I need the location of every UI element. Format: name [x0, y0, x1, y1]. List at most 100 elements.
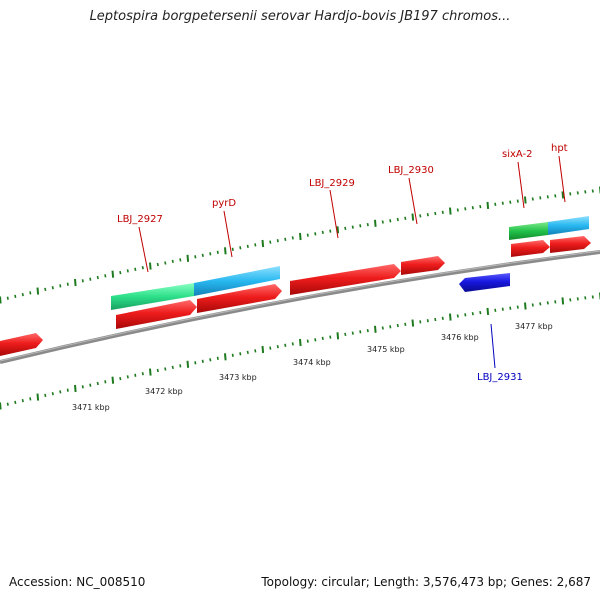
outer-scale-tick [126, 269, 129, 273]
outer-scale-tick [209, 252, 212, 256]
gene-arrow-hpt [550, 236, 591, 253]
inner-scale-tick [246, 350, 249, 355]
outer-scale-tick [141, 266, 144, 270]
gene-label-LBJ_2927: LBJ_2927 [117, 214, 163, 225]
inner-scale-tick [89, 383, 92, 387]
scale-label-3476: 3476 kbp [441, 333, 479, 342]
gene-label-LBJ_2930: LBJ_2930 [388, 165, 434, 176]
inner-scale-tick [516, 305, 519, 309]
inner-scale-tick [119, 376, 122, 381]
inner-scale-tick [359, 330, 362, 334]
outer-scale-tick [516, 199, 519, 203]
outer-scale-tick [344, 226, 347, 231]
inner-scale-tick [104, 380, 107, 384]
inner-scale-tick [591, 295, 594, 299]
outer-scale-tick [584, 190, 587, 194]
scale-label-3473: 3473 kbp [219, 373, 257, 382]
scale-label-3477: 3477 kbp [515, 322, 553, 331]
outer-scale-tick [59, 284, 62, 288]
outer-scale-tick [14, 294, 17, 299]
inner-scale-tick [471, 312, 474, 316]
outer-scale-tick [419, 214, 422, 218]
gene-arrow-LBJ_2931 [459, 273, 510, 292]
inner-scale-tick [329, 335, 332, 339]
gene-arrow-LBJ_2930 [401, 256, 445, 275]
inner-scale-tick [584, 296, 587, 300]
scale-label-3471: 3471 kbp [72, 403, 110, 412]
outer-scale-tick [366, 222, 369, 227]
inner-scale-tick [134, 373, 137, 377]
outer-scale-tick [381, 220, 384, 224]
genome-summary-text: Topology: circular; Length: 3,576,473 bp… [261, 575, 591, 589]
inner-scale-tick [66, 388, 69, 392]
inner-scale-tick [276, 345, 279, 349]
inner-scale-tick [149, 368, 152, 376]
inner-scale-tick [74, 384, 77, 393]
outer-scale-tick [291, 236, 294, 240]
inner-scale-tick [291, 342, 294, 346]
outer-scale-tick [501, 201, 504, 205]
inner-scale-tick [389, 325, 392, 329]
leader-LBJ_2931 [490, 323, 496, 369]
outer-scale-tick [561, 191, 565, 199]
gene-arrow-LBJ_2927 [116, 300, 197, 329]
inner-scale-tick [59, 390, 62, 394]
outer-scale-tick [464, 207, 467, 211]
outer-scale-tick [194, 255, 197, 259]
forward-genes [0, 236, 591, 356]
inner-scale-tick [36, 393, 40, 401]
inner-scale-tick [554, 300, 557, 304]
inner-scale-tick [21, 398, 24, 403]
inner-scale-tick [351, 331, 354, 335]
inner-scale-tick [321, 336, 324, 341]
outer-scale-tick [171, 259, 174, 264]
inner-scale-tick [494, 308, 497, 312]
inner-scale-tick [434, 317, 437, 322]
outer-scale-tick [74, 278, 77, 287]
gene-label-LBJ_2931: LBJ_2931 [477, 372, 523, 383]
scale-label-3474: 3474 kbp [293, 358, 331, 367]
leader-LBJ_2929 [329, 189, 339, 239]
inner-scale-tick [111, 376, 115, 384]
outer-scale-tick [299, 232, 302, 241]
leader-sixA-2 [517, 161, 525, 209]
inner-scale-tick [464, 313, 467, 317]
outer-scale-tick [149, 262, 152, 270]
gene-labels: LBJ_2927 pyrD LBJ_2929 LBJ_2930 sixA-2 h… [117, 143, 568, 383]
outer-scale-tick [569, 192, 572, 196]
outer-scale-tick [591, 189, 594, 193]
inner-scale-tick [486, 307, 490, 315]
leader-hpt [558, 155, 566, 203]
gene-arrow-pyrD [197, 284, 282, 313]
outer-scale-tick [36, 287, 40, 295]
inner-scale-tick [141, 372, 144, 376]
inner-scale-tick [396, 323, 399, 328]
inner-scale-tick [456, 314, 459, 318]
inner-scale-tick [366, 328, 369, 333]
outer-scale-tick [276, 239, 279, 243]
inner-scale-tick [14, 400, 17, 405]
inner-scale-tick [524, 302, 527, 310]
leader-LBJ_2930 [408, 177, 418, 225]
inner-scale-tick [449, 313, 452, 321]
inner-scale-tick [479, 310, 482, 315]
inner-scale-tick [164, 367, 167, 371]
inner-scale-ticks [0, 292, 600, 410]
inner-scale-tick [6, 402, 9, 406]
inner-scale-tick [404, 322, 407, 326]
inner-scale-tick [314, 338, 317, 342]
inner-scale-tick [419, 320, 422, 324]
inner-scale-tick [231, 353, 234, 357]
outer-scale-ticks [0, 186, 600, 304]
inner-scale-tick [179, 364, 182, 368]
scale-label-3475: 3475 kbp [367, 345, 405, 354]
inner-scale-tick [216, 356, 219, 360]
inner-scale-tick [29, 397, 32, 401]
outer-scale-tick [389, 219, 392, 223]
outer-scale-tick [284, 237, 287, 241]
outer-scale-tick [546, 195, 549, 199]
inner-scale-tick [336, 332, 340, 340]
outer-scale-tick [486, 201, 490, 209]
inner-scale-tick [576, 297, 579, 301]
